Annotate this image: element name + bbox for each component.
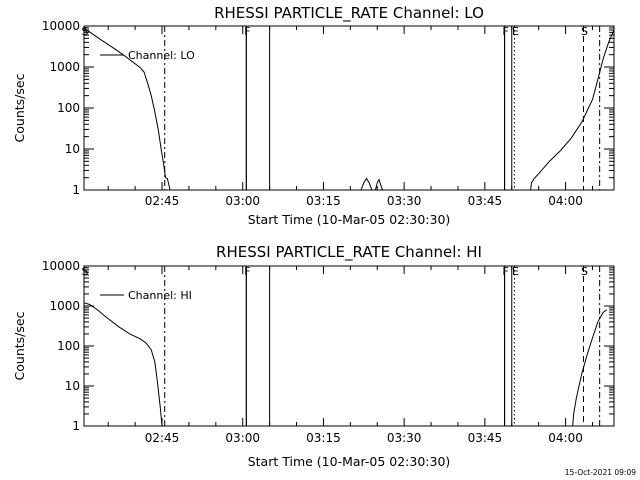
- x-axis-label: Start Time (10-Mar-05 02:30:30): [248, 454, 451, 469]
- x-tick-label: 03:30: [387, 194, 422, 208]
- y-tick-label: 1: [72, 419, 80, 433]
- chart-title: RHESSI PARTICLE_RATE Channel: HI: [216, 243, 482, 262]
- event-marker-label: E: [512, 25, 519, 38]
- event-marker-label: F: [502, 265, 508, 278]
- x-tick-label: 03:45: [468, 431, 503, 445]
- event-marker-label: S: [581, 25, 588, 38]
- y-tick-label: 10: [65, 142, 80, 156]
- series-line-channel: [83, 302, 163, 427]
- x-tick-label: 03:30: [387, 431, 422, 445]
- x-tick-label: 03:45: [468, 194, 503, 208]
- event-marker-label: F: [244, 265, 250, 278]
- x-tick-label: 04:00: [548, 431, 583, 445]
- x-tick-label: 04:00: [548, 194, 583, 208]
- legend-label: Channel: LO: [128, 49, 195, 62]
- generation-timestamp: 15-Oct-2021 09:09: [565, 468, 636, 477]
- event-marker-label: S: [82, 25, 89, 38]
- y-tick-label: 10000: [42, 19, 80, 33]
- y-axis-label: Counts/sec: [12, 311, 27, 380]
- y-tick-label: 10000: [42, 259, 80, 273]
- series-line-channel: [83, 27, 171, 191]
- x-tick-label: 03:00: [225, 431, 260, 445]
- event-marker-label: F: [502, 25, 508, 38]
- y-tick-label: 100: [57, 339, 80, 353]
- y-tick-label: 1000: [49, 299, 80, 313]
- event-marker-label: F: [244, 25, 250, 38]
- event-marker-label: E: [512, 265, 519, 278]
- series-line-segment: [360, 177, 384, 191]
- y-tick-label: 100: [57, 101, 80, 115]
- x-axis-label: Start Time (10-Mar-05 02:30:30): [248, 212, 451, 227]
- x-tick-label: 03:15: [306, 194, 341, 208]
- x-tick-label: 02:45: [145, 431, 180, 445]
- event-marker-label: S: [82, 265, 89, 278]
- y-axis-label: Counts/sec: [12, 73, 27, 142]
- event-marker-label: S: [581, 265, 588, 278]
- y-tick-label: 10: [65, 379, 80, 393]
- y-tick-label: 1000: [49, 60, 80, 74]
- x-tick-label: 03:00: [225, 194, 260, 208]
- legend-label: Channel: HI: [128, 289, 192, 302]
- x-tick-label: 03:15: [306, 431, 341, 445]
- x-tick-label: 02:45: [145, 194, 180, 208]
- series-line-segment: [530, 29, 615, 191]
- y-tick-label: 1: [72, 183, 80, 197]
- chart-title: RHESSI PARTICLE_RATE Channel: LO: [214, 4, 484, 23]
- series-line-segment: [572, 309, 608, 427]
